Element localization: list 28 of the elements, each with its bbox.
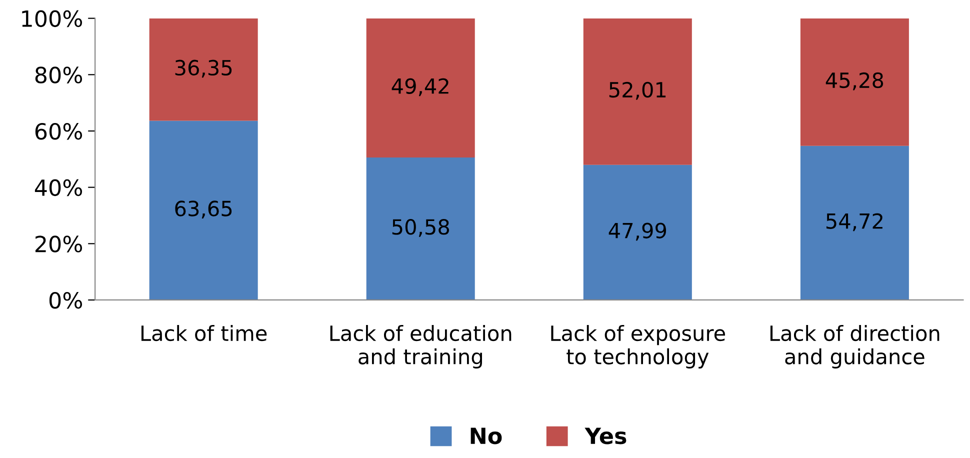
y-tick-label: 100%: [22, 10, 82, 28]
x-tick-label: Lack of direction and guidance: [770, 324, 940, 368]
bar: [149, 120, 258, 300]
legend-label: Yes: [584, 428, 626, 444]
data-label: 36,35: [175, 60, 232, 78]
bar: [800, 146, 909, 300]
y-tick-label: 20%: [35, 236, 82, 252]
y-tick-label: 60%: [35, 122, 82, 140]
bar: [583, 164, 692, 300]
data-label: 45,28: [826, 72, 884, 90]
bar: [800, 18, 909, 146]
legend-label: No: [470, 428, 502, 444]
y-tick-label: 0%: [49, 292, 82, 309]
bar: [366, 18, 475, 158]
bar: [366, 158, 475, 300]
x-tick-label: Lack of time: [141, 324, 267, 342]
y-tick-label: 40%: [34, 179, 82, 196]
bar: [149, 18, 258, 121]
bar: [583, 18, 692, 165]
data-label: 49,42: [392, 78, 448, 96]
data-label: 52,01: [609, 82, 666, 100]
x-tick-label: Lack of exposure to technology: [551, 324, 726, 368]
data-label: 50,58: [392, 219, 450, 237]
x-tick-label: Lack of education and training: [330, 324, 512, 368]
data-label: 63,65: [175, 200, 232, 219]
data-label: 47,99: [608, 222, 666, 241]
data-label: 54,72: [826, 213, 882, 232]
y-tick-label: 80%: [35, 66, 82, 84]
